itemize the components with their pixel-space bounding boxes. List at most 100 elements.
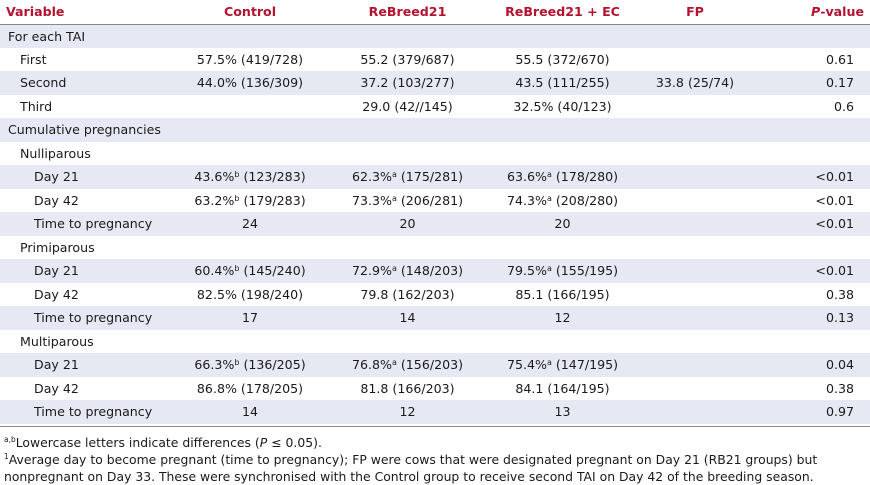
cell-rebreed21-ec (485, 24, 640, 48)
cell-pvalue (750, 142, 870, 166)
cell-pvalue (750, 236, 870, 260)
table-header: Variable Control ReBreed21 ReBreed21 + E… (0, 0, 870, 25)
header-fp: FP (640, 0, 750, 25)
significance-letter: a (546, 358, 552, 368)
cell-pvalue: 0.04 (825, 357, 854, 373)
cell-rebreed21: 12 (399, 404, 416, 420)
cell-value: 62.3% (351, 169, 392, 185)
cell-pvalue: <0.01 (815, 169, 854, 185)
significance-letter: b (234, 264, 240, 274)
pregnancy-results-table: Variable Control ReBreed21 ReBreed21 + E… (0, 0, 870, 424)
cell-rebreed21-ec (485, 330, 640, 354)
cell-value: 63.2% (194, 192, 235, 208)
cell-fp (640, 259, 750, 283)
cell-rebreed21-ec: 85.1 (166/195) (515, 286, 610, 302)
cell-fp (640, 118, 750, 142)
cell-count: (155/195) (551, 263, 619, 279)
footnote-definition-text: Average day to become pregnant (time to … (4, 451, 818, 484)
cell-count: (136/205) (239, 357, 306, 373)
cell-control: 14 (241, 404, 259, 420)
row-label: For each TAI (8, 28, 86, 44)
cell-fp: 33.8 (25/74) (655, 75, 735, 91)
header-variable: Variable (0, 0, 170, 25)
cell-rebreed21 (330, 330, 485, 354)
table-row: First 57.5% (419/728) 55.2 (379/687) 55.5 (… (0, 48, 870, 72)
table-row: Day 42 86.8% (178/205) 81.8 (166/203) 84.1 … (0, 377, 870, 401)
significance-letter: a (391, 170, 397, 180)
footnote-p-symbol: P (259, 434, 268, 450)
cell-fp (640, 353, 750, 377)
cell-value: 63.6% (506, 169, 547, 185)
cell-pvalue: 0.61 (825, 51, 854, 67)
cell-control (170, 95, 330, 119)
cell-rebreed21: 29.0 (42//145) (362, 98, 453, 114)
table-bottom-rule (0, 425, 870, 427)
cell-count: (147/195) (551, 357, 619, 373)
row-label: Time to pregnancy (34, 404, 153, 420)
cell-value: 66.3% (194, 357, 235, 373)
cell-pvalue: <0.01 (815, 263, 854, 279)
table-row: Primiparous (0, 236, 870, 260)
row-label: Time to pregnancy (34, 310, 153, 326)
cell-pvalue: <0.01 (815, 216, 854, 232)
significance-letter: b (234, 358, 240, 368)
row-label: Day 21 (34, 357, 79, 373)
cell-rebreed21-ec (485, 118, 640, 142)
cell-control: 17 (241, 310, 259, 326)
cell-pvalue: 0.13 (825, 310, 854, 326)
cell-control (170, 142, 330, 166)
table-body: For each TAI First 57.5% (419/728) 55.2 (37… (0, 24, 870, 424)
cell-count: (179/283) (239, 192, 306, 208)
row-label: Day 42 (34, 286, 79, 302)
cell-rebreed21-ec (485, 142, 640, 166)
cell-rebreed21-ec: 75.4%a (147/195) (485, 353, 640, 377)
cell-fp (640, 400, 750, 424)
cell-fp (640, 142, 750, 166)
cell-control: 63.2%b (179/283) (170, 189, 330, 213)
cell-fp (640, 24, 750, 48)
cell-fp (640, 306, 750, 330)
cell-pvalue: 0.97 (825, 404, 854, 420)
cell-fp (640, 95, 750, 119)
cell-value: 60.4% (194, 263, 235, 279)
cell-rebreed21 (330, 142, 485, 166)
table-row: Time to pregnancy 14 12 13 0.97 (0, 400, 870, 424)
cell-count: (175/281) (396, 169, 464, 185)
cell-fp (640, 48, 750, 72)
row-label: Cumulative pregnancies (8, 122, 161, 138)
table-row: Nulliparous (0, 142, 870, 166)
footnote-marker-1: 1 (4, 451, 9, 461)
table-row: Day 21 66.3%b (136/205) 76.8%a (156/203) 75… (0, 353, 870, 377)
cell-rebreed21: 76.8%a (156/203) (330, 353, 485, 377)
header-pvalue: P-value (750, 0, 870, 25)
cell-pvalue: 0.38 (825, 380, 854, 396)
cell-control: 60.4%b (145/240) (170, 259, 330, 283)
cell-rebreed21-ec: 63.6%a (178/280) (485, 165, 640, 189)
cell-value: 76.8% (351, 357, 392, 373)
row-label: Day 21 (34, 169, 79, 185)
significance-letter: a (391, 264, 397, 274)
cell-rebreed21: 81.8 (166/203) (360, 380, 455, 396)
cell-rebreed21 (330, 118, 485, 142)
header-pvalue-italic: P (811, 4, 821, 20)
row-label: Second (20, 75, 67, 91)
cell-rebreed21: 14 (399, 310, 416, 326)
cell-count: (178/280) (551, 169, 619, 185)
cell-value: 79.5% (506, 263, 547, 279)
cell-value: 43.6% (194, 169, 235, 185)
cell-rebreed21: 55.2 (379/687) (360, 51, 455, 67)
significance-letter: a (391, 193, 397, 203)
cell-value: 72.9% (351, 263, 392, 279)
cell-count: (208/280) (551, 192, 619, 208)
cell-pvalue (750, 118, 870, 142)
significance-letter: a (391, 358, 397, 368)
cell-rebreed21-ec: 55.5 (372/670) (515, 51, 610, 67)
table-row: Day 21 60.4%b (145/240) 72.9%a (148/203) 79… (0, 259, 870, 283)
table-row: Day 42 82.5% (198/240) 79.8 (162/203) 85.1 … (0, 283, 870, 307)
significance-letter: a (546, 193, 552, 203)
cell-rebreed21: 72.9%a (148/203) (330, 259, 485, 283)
cell-fp (640, 283, 750, 307)
row-label: Time to pregnancy (34, 216, 153, 232)
table-row: Second 44.0% (136/309) 37.2 (103/277) 43.5 … (0, 71, 870, 95)
header-rebreed21: ReBreed21 (330, 0, 485, 25)
